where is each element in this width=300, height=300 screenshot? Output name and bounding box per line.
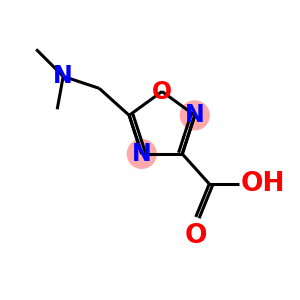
Text: N: N bbox=[132, 142, 152, 166]
Text: N: N bbox=[53, 64, 73, 88]
Text: O: O bbox=[152, 80, 172, 103]
Text: O: O bbox=[184, 223, 207, 249]
Text: N: N bbox=[185, 103, 205, 127]
Circle shape bbox=[127, 140, 156, 168]
Circle shape bbox=[180, 101, 209, 130]
Text: OH: OH bbox=[241, 171, 285, 197]
